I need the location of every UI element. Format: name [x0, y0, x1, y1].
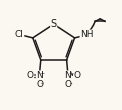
- Text: O: O: [36, 80, 43, 89]
- Text: O: O: [27, 71, 34, 80]
- Text: S: S: [51, 19, 57, 29]
- Text: O: O: [73, 71, 80, 80]
- Text: -: -: [69, 80, 72, 86]
- Text: N: N: [64, 71, 71, 80]
- Text: NH: NH: [80, 30, 94, 39]
- Text: Cl: Cl: [15, 30, 24, 39]
- Text: O: O: [64, 80, 71, 89]
- Text: N: N: [36, 71, 43, 80]
- Text: -: -: [41, 80, 43, 86]
- Text: +: +: [40, 71, 45, 76]
- Text: +: +: [68, 71, 73, 76]
